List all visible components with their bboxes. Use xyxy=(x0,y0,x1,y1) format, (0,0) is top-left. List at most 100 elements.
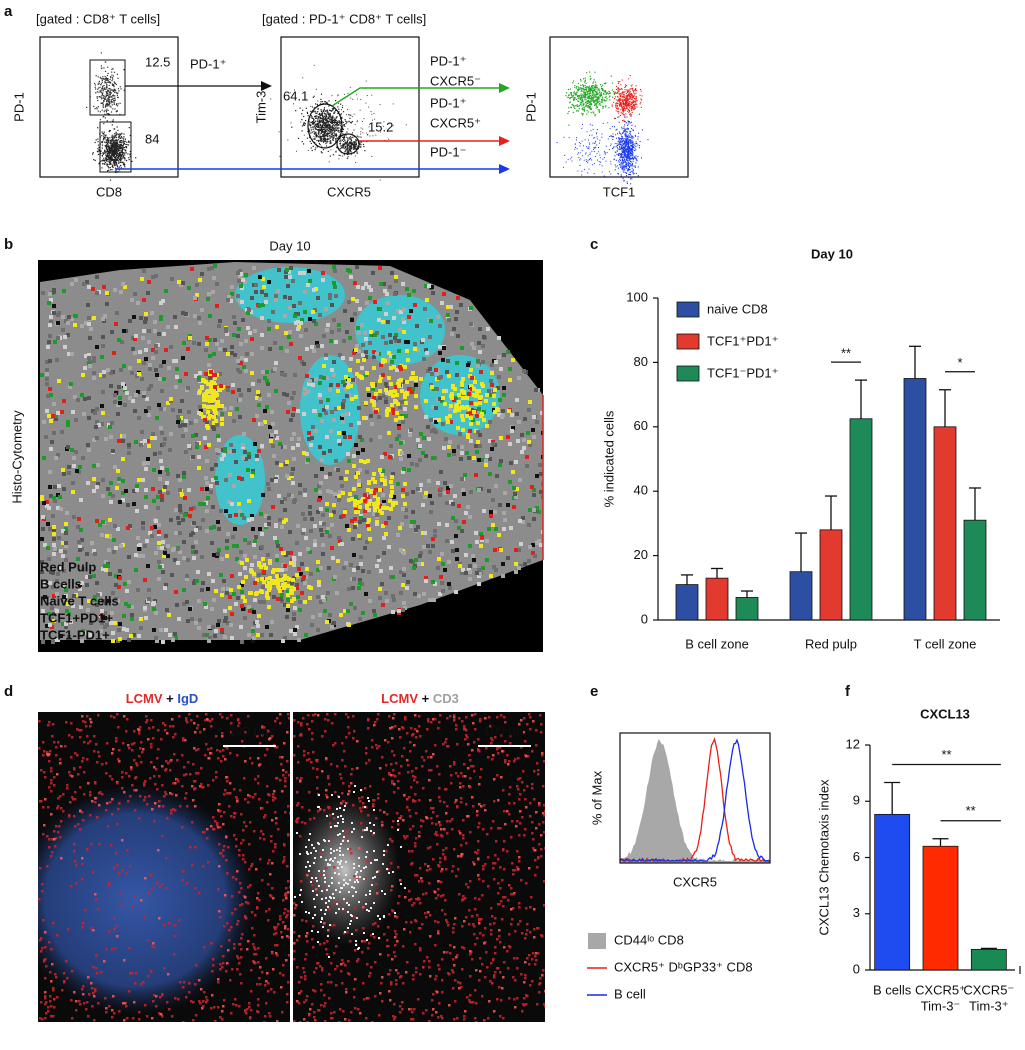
pixel xyxy=(95,345,99,349)
cell-dot xyxy=(317,107,319,109)
cell-dot xyxy=(314,120,316,122)
pixel xyxy=(292,304,296,308)
cell-dot xyxy=(631,163,633,165)
pixel xyxy=(290,581,294,585)
pixel xyxy=(53,340,57,344)
cell-dot xyxy=(108,81,111,83)
cell-dot xyxy=(102,139,104,141)
cell-dot xyxy=(632,143,634,145)
cell-dot xyxy=(634,88,636,90)
pixel xyxy=(369,438,373,442)
cell-dot xyxy=(100,77,102,79)
cell-dot xyxy=(593,137,595,139)
pixel xyxy=(194,528,198,532)
cell-dot xyxy=(626,153,628,155)
cell-dot xyxy=(350,139,352,141)
cell-dot xyxy=(627,128,629,130)
cell-dot xyxy=(330,133,332,135)
cell-dot xyxy=(580,158,582,160)
cell-dot xyxy=(613,117,615,119)
cell-dot xyxy=(360,141,362,143)
cell-dot xyxy=(101,167,103,169)
cell-dot xyxy=(590,98,593,100)
cell-dot xyxy=(631,147,633,149)
cell-dot xyxy=(629,101,631,103)
cell-dot xyxy=(631,146,633,148)
cell-dot xyxy=(345,123,347,125)
pixel xyxy=(226,532,230,536)
cell-dot xyxy=(327,124,329,126)
cell-dot xyxy=(591,93,593,95)
pixel xyxy=(487,489,491,493)
pixel xyxy=(122,614,126,618)
cell-dot xyxy=(126,147,128,149)
cell-dot xyxy=(324,127,326,129)
cell-dot xyxy=(319,121,321,123)
cell-dot xyxy=(107,142,109,144)
cell-dot xyxy=(107,154,109,157)
cell-dot xyxy=(590,100,593,102)
cell-dot xyxy=(599,142,600,144)
cell-dot xyxy=(600,101,602,103)
cell-dot xyxy=(637,144,639,146)
cell-dot xyxy=(626,96,628,98)
pixel xyxy=(382,500,386,504)
cell-dot xyxy=(625,140,627,142)
pixel xyxy=(152,601,156,605)
pixel xyxy=(361,569,365,573)
cell-dot xyxy=(119,102,121,104)
cell-dot xyxy=(320,117,322,119)
pixel xyxy=(222,579,226,583)
cell-dot xyxy=(581,99,583,101)
pixel xyxy=(304,536,308,540)
pixel xyxy=(436,315,440,319)
cell-dot xyxy=(630,174,632,176)
pixel xyxy=(69,620,73,624)
cell-dot xyxy=(580,87,582,89)
cell-dot xyxy=(349,142,351,144)
cell-dot xyxy=(319,130,321,132)
cell-dot xyxy=(107,93,109,95)
cell-dot xyxy=(305,107,307,109)
cell-dot xyxy=(124,140,126,142)
pixel xyxy=(42,456,46,460)
cell-dot xyxy=(607,122,609,124)
cell-dot xyxy=(107,155,109,157)
cell-dot xyxy=(633,108,635,110)
cell-dot xyxy=(327,130,329,132)
pixel xyxy=(255,457,259,461)
cell-dot xyxy=(111,77,113,79)
pixel xyxy=(154,551,158,555)
pixel xyxy=(396,309,400,313)
cell-dot xyxy=(114,99,116,101)
cell-dot xyxy=(574,107,576,110)
cell-dot xyxy=(108,147,110,149)
cell-dot xyxy=(585,82,587,84)
pixel xyxy=(225,554,229,558)
cell-dot xyxy=(321,140,323,142)
pixel xyxy=(182,588,186,592)
pixel xyxy=(229,623,233,627)
cell-dot xyxy=(631,88,633,90)
cell-dot xyxy=(579,97,581,99)
cell-dot xyxy=(110,89,112,91)
cell-dot xyxy=(617,148,619,150)
pixel xyxy=(127,604,131,608)
cell-dot xyxy=(116,163,118,165)
cell-dot xyxy=(123,140,125,142)
cell-dot xyxy=(100,92,102,94)
cell-dot xyxy=(128,140,130,142)
cell-dot xyxy=(623,128,625,130)
cell-dot xyxy=(637,166,639,168)
pixel xyxy=(130,605,134,609)
cell-dot xyxy=(569,97,572,99)
cell-dot xyxy=(623,166,625,168)
cell-dot xyxy=(332,127,334,129)
cell-dot xyxy=(587,155,589,157)
pixel xyxy=(152,499,156,503)
cell-dot xyxy=(637,175,639,177)
cell-dot xyxy=(105,111,108,113)
cell-dot xyxy=(601,165,603,167)
cell-dot xyxy=(587,111,589,113)
cell-dot xyxy=(627,128,629,130)
